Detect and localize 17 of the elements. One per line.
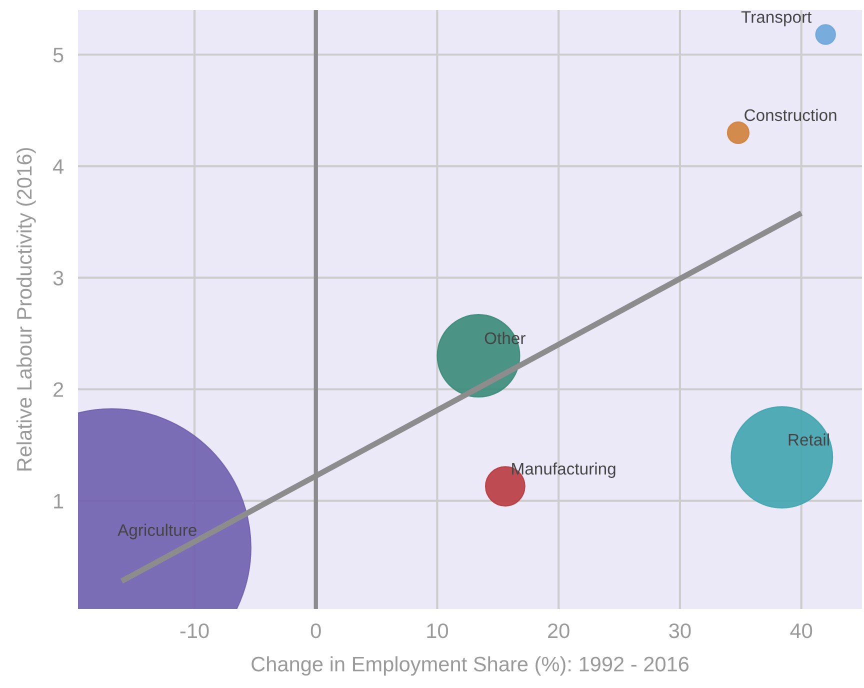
annotation: Transport [741,11,812,26]
annotation: Agriculture [118,524,196,540]
y-axis-title: Relative Labour Productivity (2016) [16,148,36,470]
x-tick-label: 40 [790,623,812,638]
y-tick-label: 3 [53,270,64,286]
x-tick-label: 10 [427,623,448,638]
y-tick-label: 1 [54,494,64,508]
x-tick-label: 0 [310,623,321,638]
y-tick-label: 5 [53,48,64,62]
x-tick-label: 20 [548,623,570,638]
x-tick-label: 30 [669,623,691,638]
y-tick-label: 4 [53,159,64,174]
annotation: Construction [744,108,836,122]
annotation: Retail [788,433,829,446]
x-tick-label: -10 [180,623,209,638]
x-axis-title: Change in Employment Share (%): 1992 - 2016 [252,656,689,676]
y-tick-label: 2 [54,382,64,397]
